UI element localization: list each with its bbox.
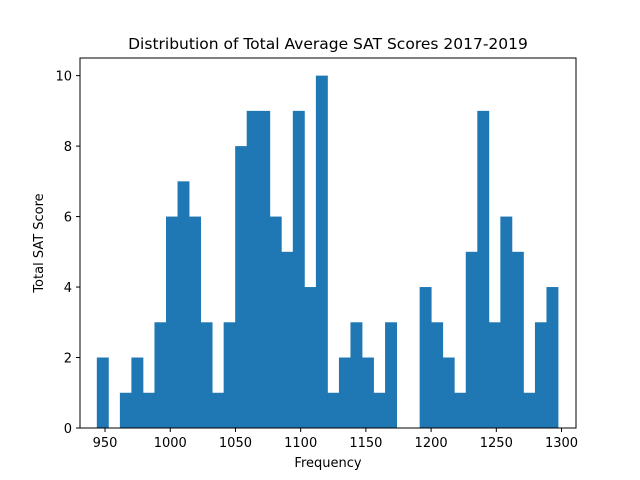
histogram-bar: [338, 357, 351, 428]
histogram-bar: [166, 216, 178, 428]
histogram-bar: [235, 146, 248, 428]
histogram-bar: [200, 322, 213, 428]
x-ticks: 950 1000 1050 1100 1150 1200 1250 1300: [93, 428, 578, 451]
x-tick-label: 1150: [349, 436, 382, 451]
histogram-bar: [246, 110, 259, 429]
y-tick-label: 4: [64, 281, 72, 296]
histogram-bar: [465, 251, 478, 428]
x-tick-label: 1000: [154, 436, 187, 451]
histogram-bar: [177, 181, 190, 428]
y-tick-label: 8: [64, 140, 72, 155]
x-tick-label: 1100: [284, 436, 317, 451]
x-tick-label: 1300: [545, 436, 578, 451]
histogram-bar: [500, 216, 513, 428]
y-tick-label: 10: [55, 70, 72, 85]
histogram-bar: [511, 251, 524, 428]
y-tick-label: 2: [64, 352, 72, 367]
chart-title: Distribution of Total Average SAT Scores…: [128, 35, 528, 53]
histogram-bar: [269, 216, 282, 428]
axes-frame: [79, 57, 577, 429]
histogram-bar: [488, 322, 501, 428]
x-tick-label: 1050: [219, 436, 252, 451]
histogram-bar: [142, 392, 155, 428]
histogram-bar: [419, 287, 432, 428]
histogram-bar: [362, 357, 374, 428]
y-tick-label: 6: [64, 211, 72, 226]
histogram-bar: [385, 322, 397, 428]
histogram-bar: [442, 357, 455, 428]
histogram-bar: [523, 392, 536, 428]
y-tick-label: 0: [64, 422, 72, 437]
histogram-bar: [223, 322, 236, 428]
y-axis-label: Total SAT Score: [32, 193, 47, 293]
histogram-bar: [281, 251, 294, 428]
histogram-bar: [350, 322, 363, 428]
histogram-bar: [212, 392, 225, 428]
histogram-bar: [534, 322, 547, 428]
histogram-bar: [546, 287, 559, 428]
histogram-bar: [431, 322, 444, 428]
histogram-bar: [327, 392, 340, 428]
histogram-bar: [119, 392, 132, 428]
bars-group: [96, 75, 559, 429]
histogram-bar: [131, 357, 144, 428]
histogram-bar: [454, 392, 467, 428]
x-tick-label: 1250: [480, 436, 513, 451]
histogram-bar: [154, 322, 167, 428]
histogram-bar: [373, 392, 386, 428]
histogram-bar: [189, 216, 201, 428]
x-tick-label: 950: [93, 436, 118, 451]
histogram-bar: [315, 75, 328, 429]
histogram-bar: [304, 287, 317, 428]
x-axis-label: Frequency: [294, 456, 361, 471]
y-ticks: 0 2 4 6 8 10: [55, 70, 80, 437]
histogram-bar: [96, 357, 109, 428]
x-tick-label: 1200: [415, 436, 448, 451]
histogram-bar: [258, 110, 271, 429]
histogram-bar: [477, 110, 490, 429]
histogram-bar: [292, 110, 305, 429]
